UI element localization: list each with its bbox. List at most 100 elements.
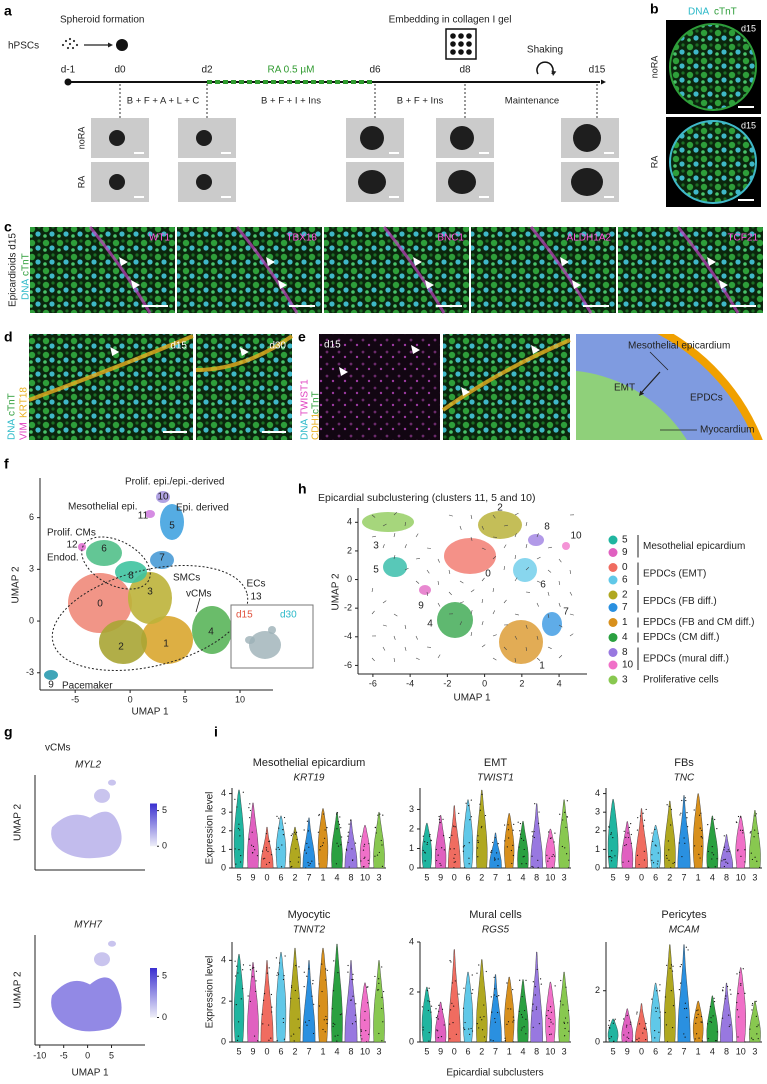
cell-dot [381,996,383,999]
cell-dot [364,1010,366,1013]
cell-dot [264,857,266,859]
epicardial-layer [676,226,740,314]
velocity-arrow [569,569,571,574]
cell-dot [282,834,285,836]
cell-dot [709,1020,711,1023]
label: MYH7 [74,920,102,931]
cell-dot [497,858,499,860]
violin [545,828,556,869]
violin [635,808,648,869]
cell-dot [680,812,682,814]
velocity-arrow [536,635,539,640]
cell-dot [695,1022,697,1024]
cell-dot [686,826,689,828]
axis-title: UMAP 1 [71,1068,108,1079]
cell-dot [348,866,350,868]
cell-dot [742,832,744,834]
cell-dot [238,829,241,831]
cluster-label: 2 [118,642,124,653]
cell-dot [240,855,242,857]
cell-dot [426,990,428,992]
cell-dot [234,960,236,962]
cell-dot [696,1017,698,1019]
violin [530,803,543,869]
cell-dot [723,865,725,868]
cell-dot [642,1032,644,1034]
cell-dot [749,1028,751,1030]
x-tick-label: 6 [466,1046,471,1056]
cell-dot [337,972,339,974]
panel-label: d [4,329,13,345]
velocity-arrow [525,646,528,651]
cell-dot [295,848,297,850]
cell-dot [437,854,439,856]
y-tick-label: 1 [221,844,226,854]
velocity-arrow [492,556,497,560]
cell-dot [451,1002,453,1004]
y-tick-label: 4 [221,788,226,798]
cell-dot [627,860,630,862]
cell-dot [464,1021,466,1024]
cell-dot [611,857,613,859]
organoid [450,126,474,150]
cell-dot [306,820,309,822]
velocity-arrow [514,613,519,616]
cell-dot [325,968,327,970]
cell-dot [654,828,656,831]
cell-dot [532,981,534,983]
cell-dot [567,1009,570,1012]
violin [344,819,358,869]
panel-label: h [298,481,307,497]
cell-dot [672,1005,675,1007]
cell-dot [496,1011,499,1014]
cell-dot [347,835,349,837]
fluorescence-image [319,334,440,440]
cell-dot [521,1016,524,1018]
velocity-arrow [558,580,561,585]
cell-dot [626,1024,628,1026]
label: d15 [170,341,187,352]
violin [693,793,704,869]
cell-dot [239,835,241,837]
cell-dot [506,982,508,984]
cluster-label: 6 [540,580,546,591]
x-tick-label: 2 [667,872,672,882]
cell-dot [463,1027,465,1029]
legend-id: 3 [622,675,628,686]
cell-dot [68,37,72,41]
annotation: SMCs [173,573,200,584]
velocity-arrow [437,558,440,563]
row-label: noRA [76,127,86,150]
cell-dot [523,855,525,857]
cell-dot [512,829,514,831]
cell-dot [337,845,340,847]
label: MCAM [669,925,700,936]
cell-dot [490,996,492,998]
cell-dot [309,863,311,865]
cell-dot [377,989,380,991]
velocity-arrow [492,588,494,593]
label: DNA [7,419,18,440]
cell-dot [666,857,668,859]
subcluster [383,557,407,577]
label: BNC1 [437,233,464,244]
velocity-arrow [382,523,387,527]
cell-dot [454,826,456,828]
cell-cluster [86,540,122,566]
cell-dot [665,1024,668,1026]
cell-dot [305,852,307,854]
cell-cluster [150,551,174,569]
label: VIM [19,422,30,440]
cell-dot [435,848,437,851]
cell-dot [628,826,630,829]
cell-dot [437,1037,439,1039]
cell-dot [321,844,324,847]
cell-dot [510,1008,512,1010]
x-tick-label: 7 [306,1046,311,1056]
cell-dot [290,1035,292,1037]
cluster-label: 12 [66,540,78,551]
cell-dot [750,831,752,833]
label: cTnT [21,253,32,276]
x-tick-label: 6 [278,1046,283,1056]
velocity-arrow [470,536,473,541]
